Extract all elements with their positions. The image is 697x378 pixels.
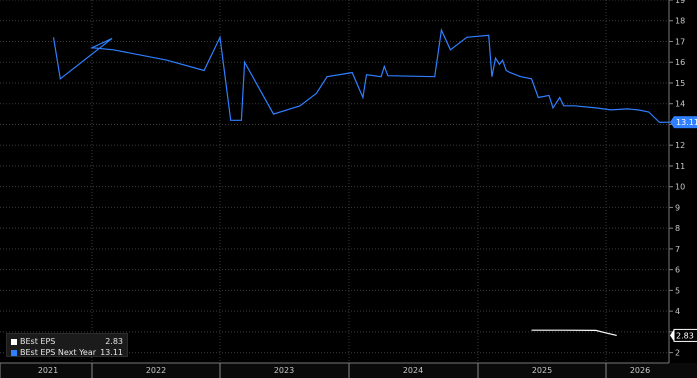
y-tick-label: 9: [675, 203, 680, 212]
chart-legend: BEst EPS 2.83 BEst EPS Next Year 13.11: [6, 333, 128, 357]
y-tick-label: 19: [675, 0, 685, 5]
y-tick-label: 7: [675, 245, 680, 254]
y-tick-label: 16: [675, 58, 685, 67]
x-tick-label: 2026: [630, 366, 650, 375]
legend-label: BEst EPS Next Year: [20, 348, 97, 357]
last-value-pointer: [670, 116, 674, 129]
x-tick-label: 2023: [274, 366, 294, 375]
y-tick-label: 10: [675, 183, 685, 192]
y-tick-label: 15: [675, 79, 685, 88]
last-value-box: [674, 116, 697, 129]
y-tick-label: 5: [675, 286, 680, 295]
legend-swatch-white: [11, 338, 17, 345]
y-tick-label: 12: [675, 141, 685, 150]
y-tick-label: 6: [675, 266, 680, 275]
y-tick-label: 2: [675, 349, 680, 358]
series-line-best-eps-next-year: [52, 27, 671, 124]
y-tick-label: 14: [675, 100, 685, 109]
last-value-box: [673, 328, 697, 342]
x-tick-label: 2025: [532, 366, 552, 375]
y-tick-label: 11: [675, 162, 685, 171]
x-tick-label: 2024: [403, 366, 423, 375]
last-value-label: 2.83: [676, 331, 694, 340]
last-value-pointer: [670, 329, 674, 342]
y-tick-label: 18: [675, 17, 685, 26]
last-value-label: 13.11: [676, 118, 697, 127]
x-tick-label: 2022: [146, 366, 166, 375]
y-tick-label: 8: [675, 224, 680, 233]
y-tick-label: 17: [675, 37, 685, 46]
legend-item-best-eps: BEst EPS 2.83: [11, 336, 123, 347]
legend-swatch-blue: [11, 349, 17, 356]
legend-item-best-eps-next-year: BEst EPS Next Year 13.11: [11, 347, 123, 358]
y-tick-label: 4: [675, 307, 680, 316]
x-tick-label: 2021: [38, 366, 58, 375]
legend-value: 2.83: [105, 337, 123, 346]
legend-value: 13.11: [100, 348, 123, 357]
series-line-best-eps: [531, 329, 617, 336]
legend-label: BEst EPS: [20, 337, 56, 346]
plot-area: [0, 0, 669, 363]
